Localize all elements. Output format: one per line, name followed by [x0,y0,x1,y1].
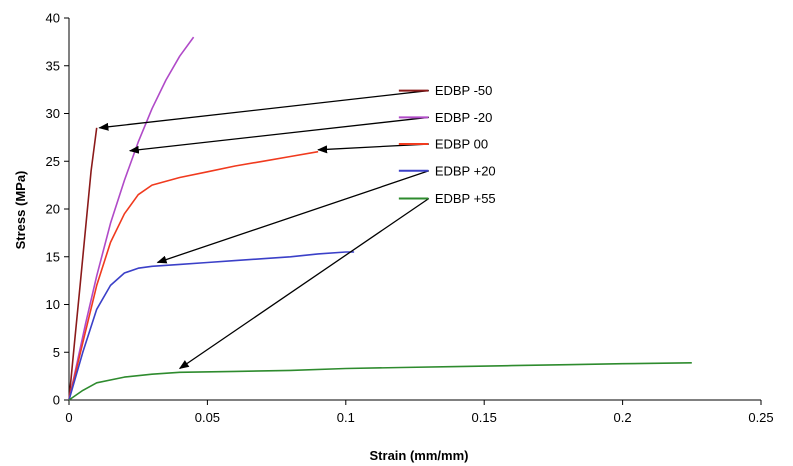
annotation-layer: EDBP -50 EDBP -20 EDBP 00 EDBP +20 EDBP +55 [98,83,496,370]
legend-label: EDBP 00 [435,137,488,152]
y-tick-label: 10 [46,297,60,312]
axes: 0 5 10 15 20 25 30 35 40 0 0.05 0.1 0.15 0.2 0.25 [46,11,774,426]
x-tick-label: 0 [65,410,72,425]
series-line-edbp-minus50 [68,127,98,401]
y-tick-label: 35 [46,58,60,73]
callout-arrow [128,116,429,154]
legend-label: EDBP -50 [435,83,493,98]
y-tick-label: 25 [46,154,60,169]
x-tick-label: 0.1 [337,410,355,425]
y-tick-label: 20 [46,202,60,217]
y-tick-label: 5 [53,345,60,360]
x-tick-label: 0.05 [195,410,220,425]
callout-arrow [156,170,430,264]
y-axis-title: Stress (MPa) [13,171,28,250]
x-tick-label: 0.25 [748,410,773,425]
series-layer [68,36,692,401]
y-tick-label: 30 [46,106,60,121]
callout-arrow [178,197,430,370]
legend-label: EDBP +55 [435,191,496,206]
y-tick-label: 15 [46,249,60,264]
x-tick-label: 0.2 [614,410,632,425]
callout-arrow [98,89,429,131]
series-line-edbp-00 [68,150,319,401]
legend-label: EDBP +20 [435,163,496,178]
series-line-edbp-minus20 [68,36,195,401]
legend-label: EDBP -20 [435,110,493,125]
series-line-edbp-plus20 [68,251,355,401]
series-line-edbp-plus55 [68,362,692,401]
x-axis-title: Strain (mm/mm) [370,448,469,463]
y-tick-label: 40 [46,11,60,26]
y-tick-label: 0 [53,393,60,408]
x-tick-label: 0.15 [472,410,497,425]
